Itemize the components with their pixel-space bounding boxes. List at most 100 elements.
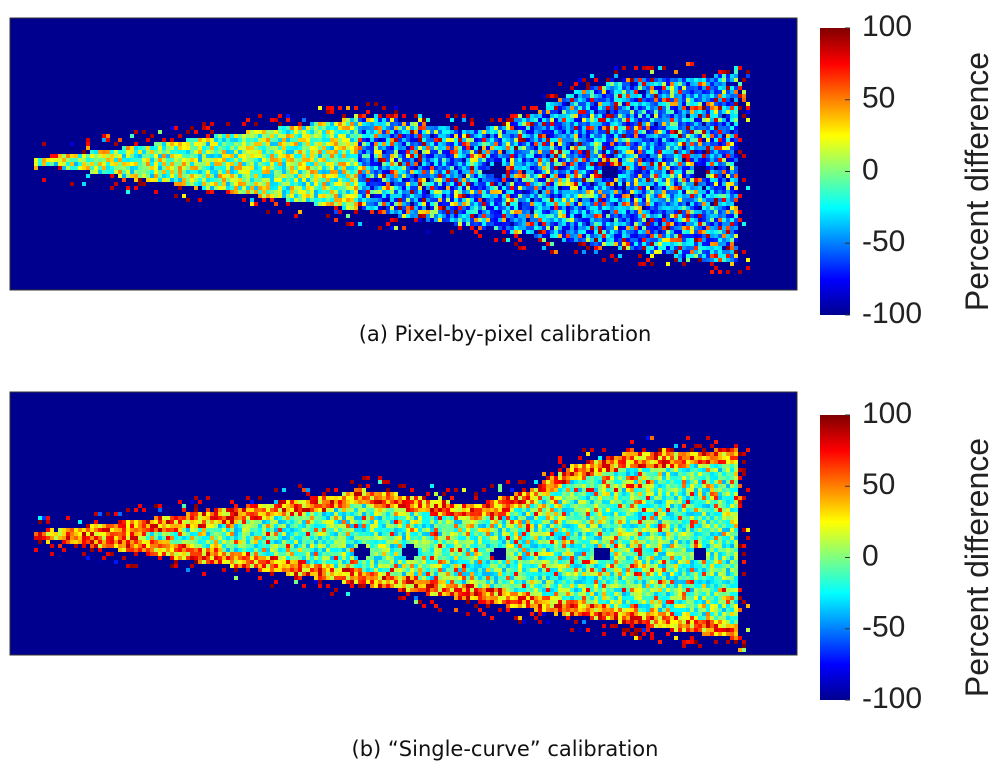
heatmap-cell bbox=[614, 154, 618, 158]
heatmap-cell bbox=[622, 202, 626, 206]
heatmap-cell bbox=[618, 202, 622, 206]
heatmap-cell bbox=[574, 210, 578, 214]
heatmap-cell bbox=[478, 134, 482, 138]
heatmap-cell bbox=[642, 190, 646, 194]
heatmap-cell bbox=[566, 150, 570, 154]
heatmap-cell bbox=[690, 126, 694, 130]
heatmap-cell bbox=[598, 242, 602, 246]
heatmap-cell bbox=[334, 158, 338, 162]
heatmap-cell bbox=[522, 162, 526, 166]
heatmap-cell bbox=[654, 162, 658, 166]
heatmap-cell bbox=[226, 154, 230, 158]
heatmap-cell bbox=[726, 106, 730, 110]
heatmap-cell bbox=[630, 98, 634, 102]
heatmap-cell bbox=[550, 118, 554, 122]
heatmap-cell bbox=[190, 150, 194, 154]
heatmap-cell bbox=[382, 210, 386, 214]
heatmap-cell bbox=[174, 158, 178, 162]
heatmap-cell bbox=[710, 94, 714, 98]
heatmap-cell bbox=[746, 70, 750, 74]
heatmap-cell bbox=[438, 174, 442, 178]
heatmap-cell bbox=[638, 94, 642, 98]
heatmap-cell bbox=[358, 154, 362, 158]
heatmap-cell bbox=[694, 202, 698, 206]
heatmap-cell bbox=[626, 246, 630, 250]
heatmap-cell bbox=[114, 536, 118, 540]
heatmap-cell bbox=[686, 170, 690, 174]
heatmap-cell bbox=[446, 202, 450, 206]
heatmap-cell bbox=[462, 182, 466, 186]
heatmap-cell bbox=[486, 206, 490, 210]
heatmap-cell bbox=[582, 154, 586, 158]
heatmap-cell bbox=[582, 250, 586, 254]
heatmap-cell bbox=[490, 198, 494, 202]
heatmap-cell bbox=[618, 234, 622, 238]
heatmap-cell bbox=[210, 516, 214, 520]
heatmap-cell bbox=[498, 150, 502, 154]
heatmap-cell bbox=[386, 202, 390, 206]
heatmap-cell bbox=[198, 512, 202, 516]
heatmap-cell bbox=[254, 154, 258, 158]
heatmap-cell bbox=[210, 560, 214, 564]
heatmap-cell bbox=[290, 126, 294, 130]
heatmap-cell bbox=[638, 222, 642, 226]
heatmap-cell bbox=[398, 146, 402, 150]
heatmap-cell bbox=[162, 548, 166, 552]
heatmap-cell bbox=[678, 118, 682, 122]
heatmap-cell bbox=[150, 174, 154, 178]
heatmap-cell bbox=[406, 158, 410, 162]
heatmap-cell bbox=[202, 540, 206, 544]
heatmap-cell bbox=[362, 170, 366, 174]
heatmap-cell bbox=[542, 94, 546, 98]
heatmap-cell bbox=[670, 126, 674, 130]
heatmap-cell bbox=[710, 226, 714, 230]
heatmap-cell bbox=[594, 226, 598, 230]
heatmap-cell bbox=[406, 214, 410, 218]
heatmap-cell bbox=[522, 218, 526, 222]
heatmap-cell bbox=[690, 154, 694, 158]
heatmap-cell bbox=[694, 242, 698, 246]
heatmap-cell bbox=[738, 194, 742, 198]
heatmap-cell bbox=[490, 154, 494, 158]
heatmap-cell bbox=[658, 218, 662, 222]
heatmap-cell bbox=[158, 154, 162, 158]
heatmap-cell bbox=[146, 540, 150, 544]
heatmap-cell bbox=[470, 174, 474, 178]
heatmap-cell bbox=[98, 154, 102, 158]
heatmap-cell bbox=[678, 214, 682, 218]
heatmap-cell bbox=[422, 142, 426, 146]
heatmap-cell bbox=[522, 230, 526, 234]
heatmap-cell bbox=[618, 146, 622, 150]
heatmap-cell bbox=[162, 166, 166, 170]
heatmap-cell bbox=[266, 150, 270, 154]
heatmap-cell bbox=[198, 524, 202, 528]
heatmap-cell bbox=[182, 182, 186, 186]
heatmap-cell bbox=[638, 262, 642, 266]
heatmap-cell bbox=[550, 214, 554, 218]
heatmap-cell bbox=[506, 146, 510, 150]
heatmap-cell bbox=[586, 150, 590, 154]
heatmap-cell bbox=[306, 130, 310, 134]
heatmap-cell bbox=[438, 130, 442, 134]
heatmap-cell bbox=[438, 162, 442, 166]
heatmap-cell bbox=[410, 150, 414, 154]
heatmap-cell bbox=[298, 154, 302, 158]
heatmap-cell bbox=[102, 150, 106, 154]
heatmap-cell bbox=[346, 138, 350, 142]
heatmap-cell bbox=[162, 540, 166, 544]
heatmap-cell bbox=[430, 146, 434, 150]
heatmap-cell bbox=[326, 130, 330, 134]
heatmap-cell bbox=[606, 218, 610, 222]
heatmap-cell bbox=[134, 524, 138, 528]
heatmap-cell bbox=[198, 178, 202, 182]
heatmap-cell bbox=[426, 118, 430, 122]
heatmap-cell bbox=[594, 210, 598, 214]
heatmap-cell bbox=[622, 94, 626, 98]
heatmap-cell bbox=[474, 202, 478, 206]
heatmap-cell bbox=[614, 218, 618, 222]
heatmap-cell bbox=[506, 142, 510, 146]
heatmap-cell bbox=[522, 186, 526, 190]
heatmap-cell bbox=[370, 178, 374, 182]
heatmap-cell bbox=[282, 142, 286, 146]
heatmap-cell bbox=[262, 194, 266, 198]
